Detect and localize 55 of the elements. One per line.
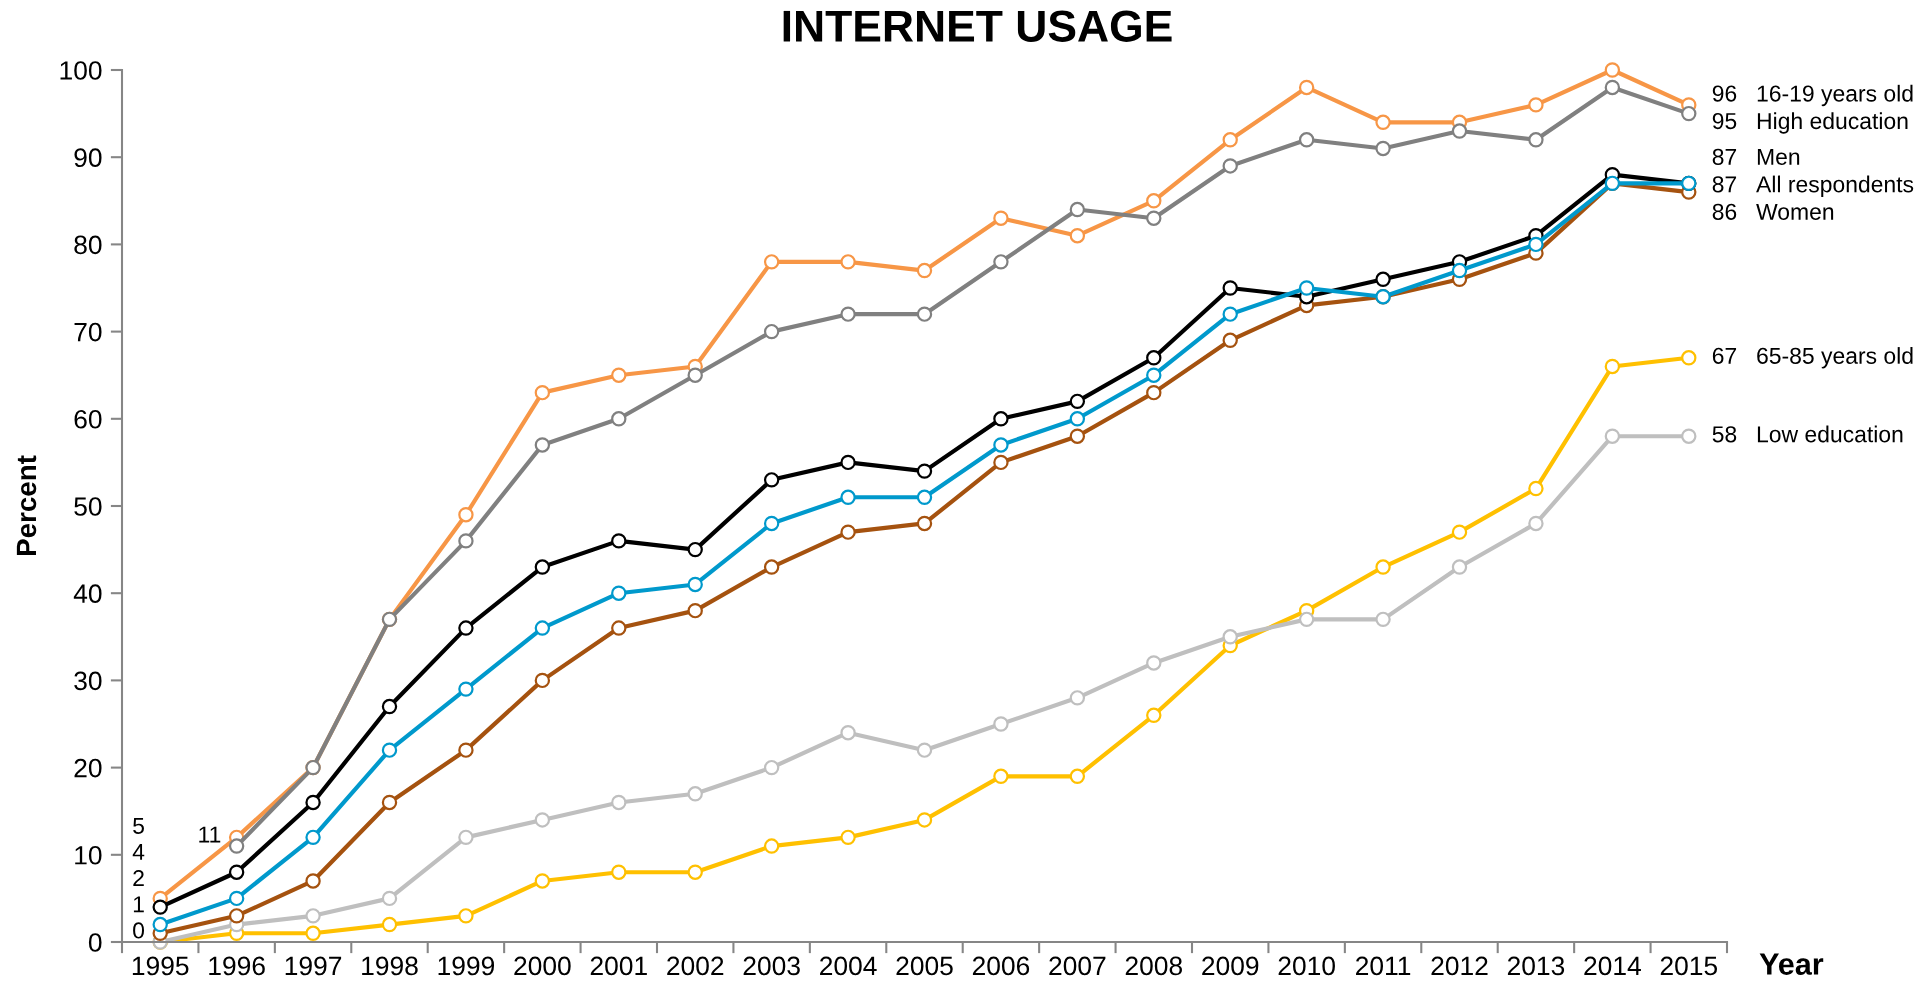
data-label: 4 xyxy=(132,844,145,860)
y-tick-label: 40 xyxy=(73,584,102,604)
data-label: 5 xyxy=(133,817,144,834)
x-tick-label: 2012 xyxy=(1431,956,1488,976)
data-label: 87 xyxy=(1712,148,1737,165)
y-tick-label: 30 xyxy=(74,671,102,691)
text: High education xyxy=(1757,112,1908,134)
x-tick-label: 2008 xyxy=(1125,956,1182,976)
x-tick-label: 1997 xyxy=(285,956,342,976)
text: 65-85 years old xyxy=(1757,347,1913,369)
y-tick-label: 10 xyxy=(75,845,102,865)
y-tick-label: 50 xyxy=(74,497,102,516)
data-label: 67 xyxy=(1712,347,1737,364)
text: 16-19 years old xyxy=(1757,84,1913,107)
x-tick-label: 1995 xyxy=(132,956,189,976)
text: Men xyxy=(1757,148,1800,165)
y-tick-label: 20 xyxy=(74,758,102,778)
x-tick-label: 2002 xyxy=(667,956,724,976)
x-tick-label: 2011 xyxy=(1356,956,1411,976)
x-tick-label: 2005 xyxy=(896,956,953,976)
x-tick-label: 2003 xyxy=(743,956,800,976)
x-tick-label: 2009 xyxy=(1202,956,1259,976)
data-label: 86 xyxy=(1712,203,1737,220)
y-tick-label: 60 xyxy=(74,409,102,429)
text: Low education xyxy=(1757,425,1903,443)
y-tick-label: 0 xyxy=(88,933,102,952)
x-tick-label: 2004 xyxy=(820,956,877,976)
x-tick-label: 2000 xyxy=(514,956,571,976)
x-tick-label: 1999 xyxy=(438,956,495,976)
chart-title: INTERNET USAGE xyxy=(783,10,1172,42)
x-tick-label: 2015 xyxy=(1660,956,1718,976)
x-tick-label: 1998 xyxy=(362,956,418,976)
data-label: 95 xyxy=(1712,112,1737,130)
x-axis-title: Year xyxy=(1759,953,1824,975)
text: Women xyxy=(1756,203,1834,220)
y-tick-label: 70 xyxy=(74,322,102,342)
x-tick-label: 2007 xyxy=(1049,956,1106,976)
data-label: 87 xyxy=(1712,176,1737,193)
y-tick-label: 100 xyxy=(60,61,102,80)
y-tick-label: 90 xyxy=(74,148,102,168)
x-tick-label: 2010 xyxy=(1278,956,1335,976)
data-label: 58 xyxy=(1712,426,1737,443)
data-label: 2 xyxy=(133,870,144,887)
x-tick-label: 2014 xyxy=(1584,956,1641,976)
data-label: 0 xyxy=(133,922,145,939)
y-axis-title: Percent xyxy=(16,455,37,556)
x-tick-label: 2006 xyxy=(972,956,1030,976)
x-tick-label: 2001 xyxy=(590,956,647,976)
x-tick-label: 2013 xyxy=(1507,956,1565,976)
data-label: 1 xyxy=(133,896,144,913)
x-tick-label: 1996 xyxy=(209,956,265,976)
y-tick-label: 80 xyxy=(74,235,102,255)
data-label: 11 xyxy=(199,826,221,843)
text: All respondents xyxy=(1756,175,1914,197)
data-label: 96 xyxy=(1712,85,1737,102)
